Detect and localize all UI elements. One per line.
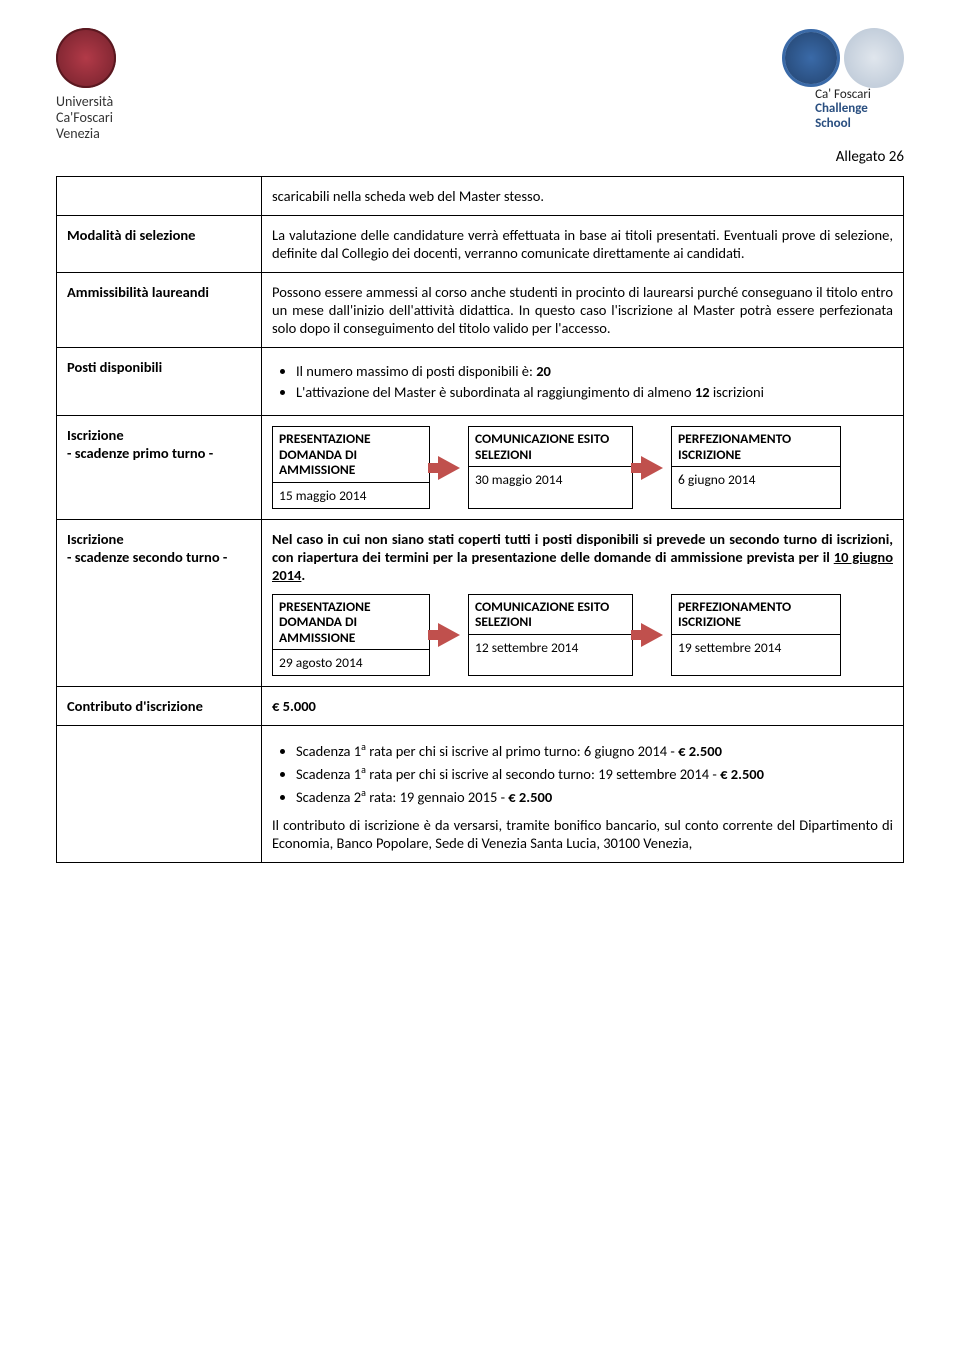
header: Università Ca'Foscari Venezia Ca' Foscar… bbox=[56, 28, 904, 142]
list-item: Scadenza 1a rata per chi si iscrive al s… bbox=[296, 763, 893, 783]
rate-footer: Il contributo di iscrizione è da versars… bbox=[272, 816, 893, 852]
cs-line3: School bbox=[815, 116, 851, 131]
uni-line1: Università bbox=[56, 94, 113, 110]
process-row-primo: PRESENTAZIONE DOMANDA DI AMMISSIONE 15 m… bbox=[272, 426, 893, 509]
proc-value: 29 agosto 2014 bbox=[273, 649, 429, 675]
empty-label-cell bbox=[57, 177, 262, 216]
arrow-icon bbox=[430, 426, 468, 509]
proc-value: 6 giugno 2014 bbox=[672, 466, 840, 492]
challenge-seal-icon bbox=[782, 29, 840, 87]
allegato-label: Allegato 26 bbox=[56, 148, 904, 166]
logo-right: Ca' Foscari Challenge School bbox=[782, 28, 904, 131]
cell-secondo: Nel caso in cui non siano stati coperti … bbox=[262, 519, 904, 687]
contributo-value: € 5.000 bbox=[272, 697, 316, 715]
label-posti: Posti disponibili bbox=[57, 348, 262, 416]
proc-header: COMUNICAZIONE ESITO SELEZIONI bbox=[469, 595, 632, 634]
table-row: Scadenza 1a rata per chi si iscrive al p… bbox=[57, 726, 904, 862]
cell-ammissibilita: Possono essere ammessi al corso anche st… bbox=[262, 273, 904, 348]
rate2-bold: € 2.500 bbox=[720, 765, 764, 783]
proc-box-comunicazione: COMUNICAZIONE ESITO SELEZIONI 30 maggio … bbox=[468, 426, 633, 509]
cell-continuation: scaricabili nella scheda web del Master … bbox=[262, 177, 904, 216]
proc-box-presentazione: PRESENTAZIONE DOMANDA DI AMMISSIONE 29 a… bbox=[272, 594, 430, 677]
label-primo: Iscrizione - scadenze primo turno - bbox=[57, 416, 262, 520]
table-row: Ammissibilità laureandi Possono essere a… bbox=[57, 273, 904, 348]
proc-box-perfezionamento: PERFEZIONAMENTO ISCRIZIONE 19 settembre … bbox=[671, 594, 841, 677]
rate1-pre: Scadenza 1 bbox=[296, 742, 361, 760]
label-contributo: Contributo d'iscrizione bbox=[57, 687, 262, 726]
university-seal-icon bbox=[56, 28, 116, 88]
rate3-pre: Scadenza 2 bbox=[296, 788, 361, 806]
uni-line2: Ca'Foscari bbox=[56, 110, 113, 126]
cs-line2: Challenge bbox=[815, 101, 868, 116]
table-row: Posti disponibili Il numero massimo di p… bbox=[57, 348, 904, 416]
proc-box-comunicazione: COMUNICAZIONE ESITO SELEZIONI 12 settemb… bbox=[468, 594, 633, 677]
cell-rate: Scadenza 1a rata per chi si iscrive al p… bbox=[262, 726, 904, 862]
secondo-intro-pre: Nel caso in cui non siano stati coperti … bbox=[272, 530, 893, 566]
cell-modalita: La valutazione delle candidature verrà e… bbox=[262, 216, 904, 273]
list-item: Il numero massimo di posti disponibili è… bbox=[296, 362, 893, 380]
posti-list: Il numero massimo di posti disponibili è… bbox=[296, 362, 893, 401]
rate1-mid: rata per chi si iscrive al primo turno: … bbox=[366, 742, 678, 760]
proc-value: 15 maggio 2014 bbox=[273, 482, 429, 508]
posti-b2-pre: L'attivazione del Master è subordinata a… bbox=[296, 383, 695, 401]
proc-value: 12 settembre 2014 bbox=[469, 634, 632, 660]
proc-header: COMUNICAZIONE ESITO SELEZIONI bbox=[469, 427, 632, 466]
globe-icon bbox=[844, 28, 904, 88]
page: Università Ca'Foscari Venezia Ca' Foscar… bbox=[0, 0, 960, 891]
uni-line3: Venezia bbox=[56, 126, 113, 142]
posti-b2-bold: 12 bbox=[695, 383, 710, 401]
proc-box-perfezionamento: PERFEZIONAMENTO ISCRIZIONE 6 giugno 2014 bbox=[671, 426, 841, 509]
posti-b1-bold: 20 bbox=[536, 362, 551, 380]
proc-value: 30 maggio 2014 bbox=[469, 466, 632, 492]
proc-header: PRESENTAZIONE DOMANDA DI AMMISSIONE bbox=[273, 427, 429, 482]
label-modalita: Modalità di selezione bbox=[57, 216, 262, 273]
main-table: scaricabili nella scheda web del Master … bbox=[56, 176, 904, 863]
label-secondo: Iscrizione - scadenze secondo turno - bbox=[57, 519, 262, 687]
logo-left: Università Ca'Foscari Venezia bbox=[56, 28, 116, 142]
table-row: Contributo d'iscrizione € 5.000 bbox=[57, 687, 904, 726]
arrow-icon bbox=[633, 594, 671, 677]
rate3-bold: € 2.500 bbox=[508, 788, 552, 806]
rate-list: Scadenza 1a rata per chi si iscrive al p… bbox=[296, 740, 893, 805]
arrow-icon bbox=[430, 594, 468, 677]
table-row: scaricabili nella scheda web del Master … bbox=[57, 177, 904, 216]
list-item: L'attivazione del Master è subordinata a… bbox=[296, 383, 893, 401]
process-row-secondo: PRESENTAZIONE DOMANDA DI AMMISSIONE 29 a… bbox=[272, 594, 893, 677]
arrow-icon bbox=[633, 426, 671, 509]
cs-line1: Ca' Foscari bbox=[815, 87, 871, 102]
proc-header: PERFEZIONAMENTO ISCRIZIONE bbox=[672, 595, 840, 634]
secondo-intro-post: . bbox=[301, 566, 305, 584]
label-rate-empty bbox=[57, 726, 262, 862]
proc-header: PRESENTAZIONE DOMANDA DI AMMISSIONE bbox=[273, 595, 429, 650]
rate2-mid: rata per chi si iscrive al secondo turno… bbox=[366, 765, 720, 783]
label-ammissibilita: Ammissibilità laureandi bbox=[57, 273, 262, 348]
rate2-pre: Scadenza 1 bbox=[296, 765, 361, 783]
posti-b2-post: iscrizioni bbox=[710, 383, 764, 401]
posti-b1-pre: Il numero massimo di posti disponibili è… bbox=[296, 362, 536, 380]
cell-primo: PRESENTAZIONE DOMANDA DI AMMISSIONE 15 m… bbox=[262, 416, 904, 520]
list-item: Scadenza 2a rata: 19 gennaio 2015 - € 2.… bbox=[296, 786, 893, 806]
proc-box-presentazione: PRESENTAZIONE DOMANDA DI AMMISSIONE 15 m… bbox=[272, 426, 430, 509]
proc-header: PERFEZIONAMENTO ISCRIZIONE bbox=[672, 427, 840, 466]
challenge-school-label: Ca' Foscari Challenge School bbox=[815, 88, 871, 131]
table-row: Iscrizione - scadenze primo turno - PRES… bbox=[57, 416, 904, 520]
cell-posti: Il numero massimo di posti disponibili è… bbox=[262, 348, 904, 416]
university-name: Università Ca'Foscari Venezia bbox=[56, 94, 113, 142]
table-row: Iscrizione - scadenze secondo turno - Ne… bbox=[57, 519, 904, 687]
secondo-intro: Nel caso in cui non siano stati coperti … bbox=[272, 530, 893, 584]
rate3-mid: rata: 19 gennaio 2015 - bbox=[366, 788, 508, 806]
rate1-bold: € 2.500 bbox=[678, 742, 722, 760]
cell-contributo: € 5.000 bbox=[262, 687, 904, 726]
proc-value: 19 settembre 2014 bbox=[672, 634, 840, 660]
table-row: Modalità di selezione La valutazione del… bbox=[57, 216, 904, 273]
list-item: Scadenza 1a rata per chi si iscrive al p… bbox=[296, 740, 893, 760]
